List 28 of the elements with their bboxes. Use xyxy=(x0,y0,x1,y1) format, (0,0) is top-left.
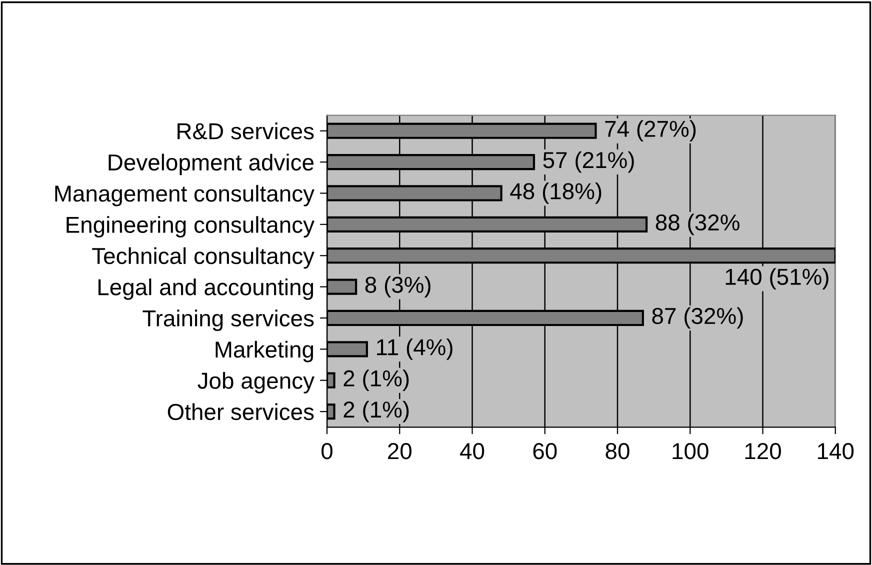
data-label: 140 (51%) xyxy=(726,268,828,290)
data-label: 11 (4%) xyxy=(377,338,452,360)
data-label: 57 (21%) xyxy=(543,151,634,173)
y-tick-label: Other services xyxy=(168,403,314,420)
x-tick-label: 40 xyxy=(460,443,484,460)
y-tick-label: Marketing xyxy=(216,340,314,362)
data-label: 87 (32%) xyxy=(652,307,743,329)
y-tick-label: Legal and accounting xyxy=(98,278,314,300)
y-tick-label: Engineering consultancy xyxy=(66,216,314,238)
y-tick-label: R&D services xyxy=(178,122,314,140)
y-tick-label: Job agency xyxy=(198,372,314,394)
x-tick-label: 80 xyxy=(606,443,630,460)
data-label: 2 (1%) xyxy=(344,400,409,422)
y-tick-label: Training services xyxy=(142,310,314,332)
x-tick-label: 100 xyxy=(672,443,708,460)
x-tick-label: 60 xyxy=(533,443,557,460)
x-tick-label: 20 xyxy=(388,443,412,460)
y-tick-label: Development advice xyxy=(108,154,314,176)
data-label: 88 (32% xyxy=(656,214,740,236)
data-label: 74 (27%) xyxy=(605,120,696,142)
x-tick-label: 120 xyxy=(745,443,781,460)
x-tick-label: 140 xyxy=(818,443,854,460)
data-label: 8 (3%) xyxy=(365,276,430,298)
y-tick-label: Technical consultancy xyxy=(92,247,314,269)
y-tick-label: Management consultancy xyxy=(55,184,314,206)
data-label: 2 (1%) xyxy=(344,370,409,392)
x-tick-label: 0 xyxy=(322,443,332,460)
data-label: 48 (18%) xyxy=(510,182,602,204)
